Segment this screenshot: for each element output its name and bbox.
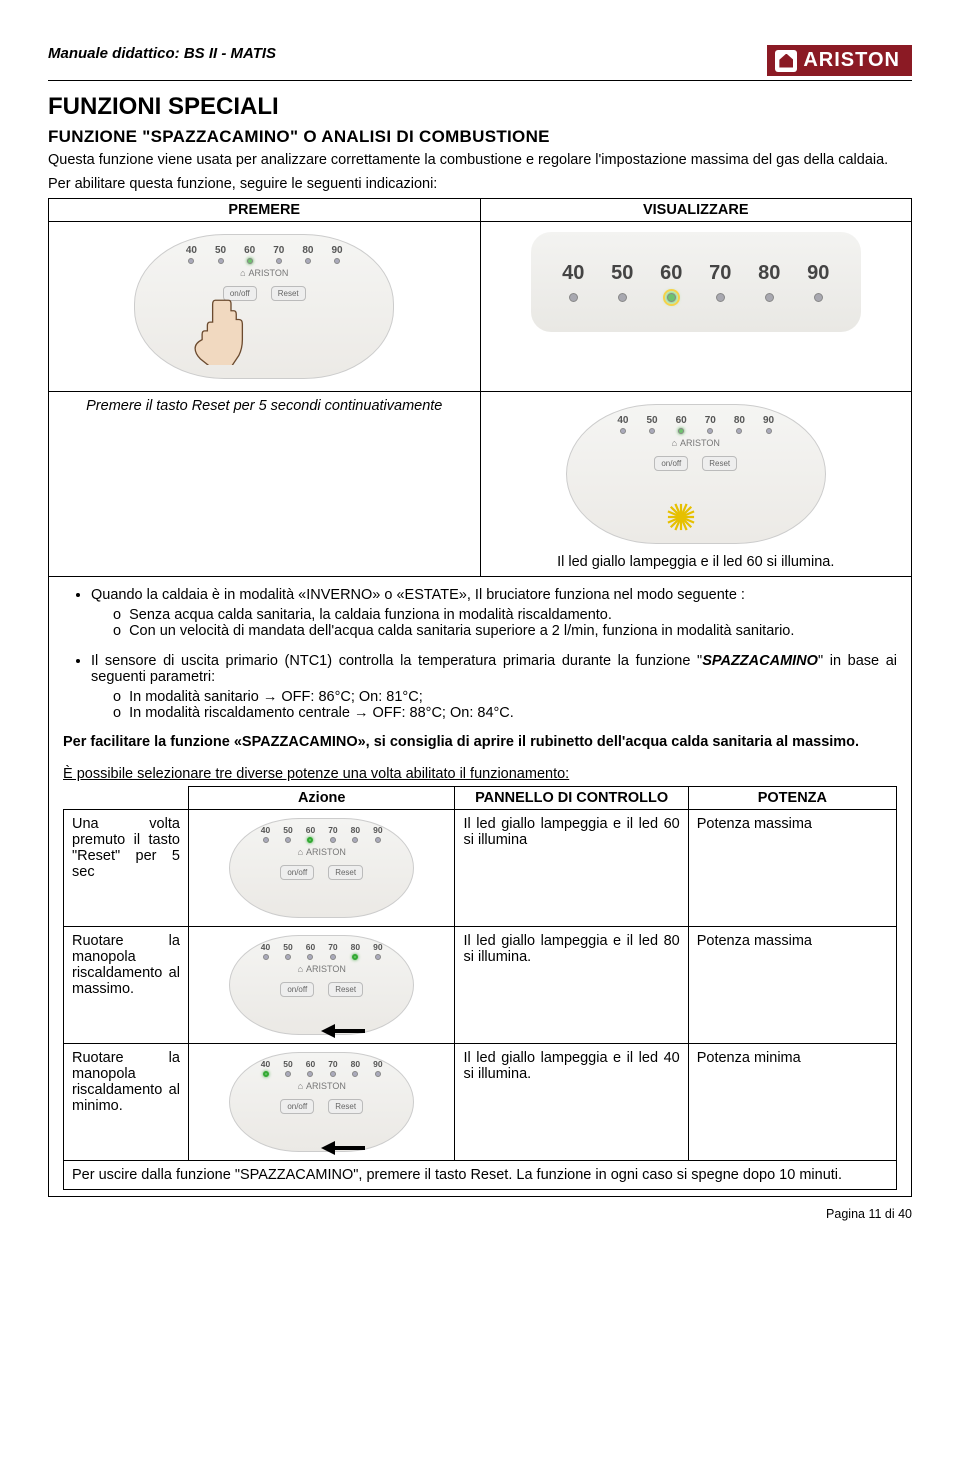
section-h2: FUNZIONE "SPAZZACAMINO" O ANALISI DI COM…	[48, 127, 912, 147]
house-icon	[775, 50, 797, 72]
t2-power: Potenza massima	[688, 927, 896, 1044]
t2-panel: 405060708090 ⌂ ARISTON on/offReset	[188, 927, 455, 1044]
sub-bullet-1b: Con un velocità di mandata dell'acqua ca…	[113, 623, 897, 639]
t1-r1c1: 40 50 60 70 80 90 ⌂ ARISTON on/off Reset	[49, 222, 481, 392]
t1-r2c1: Premere il tasto Reset per 5 secondi con…	[49, 392, 481, 577]
bullet-2: Il sensore di uscita primario (NTC1) con…	[91, 653, 897, 721]
control-panel-image-2: 40 50 60 70 80 90 ⌂ ARISTON on/offReset	[566, 404, 826, 544]
brand-text: ARISTON	[803, 49, 900, 72]
t1-r1c2: 40 50 60 70 80 90	[480, 222, 912, 392]
tri-1: In modalità sanitario → OFF: 86°C; On: 8…	[113, 689, 897, 705]
hand-icon	[187, 295, 247, 365]
doc-title: Manuale didattico: BS II - MATIS	[48, 45, 276, 62]
page-footer: Pagina 11 di 40	[48, 1207, 912, 1221]
t2-action: Ruotare la manopola riscaldamento al mas…	[64, 927, 189, 1044]
exit-text: Per uscire dalla funzione "SPAZZACAMINO"…	[64, 1161, 897, 1190]
t2-panel-text: Il led giallo lampeggia e il led 80 si i…	[455, 927, 688, 1044]
panel-brand: ⌂ ARISTON	[240, 268, 288, 278]
brand-badge: ARISTON	[767, 45, 912, 76]
led-big-panel: 40 50 60 70 80 90	[531, 232, 861, 332]
intro-text: Questa funzione viene usata per analizza…	[48, 151, 912, 171]
intro2-text: Per abilitare questa funzione, seguire l…	[48, 175, 912, 195]
select-text: È possibile selezionare tre diverse pote…	[63, 765, 897, 785]
t2-power: Potenza massima	[688, 810, 896, 927]
led-row: 40 50 60 70 80 90	[186, 245, 343, 264]
page-header: Manuale didattico: BS II - MATIS ARISTON	[48, 45, 912, 81]
table-potenza: Azione PANNELLO DI CONTROLLO POTENZA Una…	[63, 786, 897, 1190]
t1-r2c2: 40 50 60 70 80 90 ⌂ ARISTON on/offReset	[480, 392, 912, 577]
t1-h1: PREMERE	[49, 199, 481, 222]
section-h1: FUNZIONI SPECIALI	[48, 93, 912, 121]
facil-text: Per facilitare la funzione «SPAZZACAMINO…	[63, 733, 897, 753]
t2-panel: 405060708090 ⌂ ARISTON on/offReset	[188, 1044, 455, 1161]
sub-bullet-1a: Senza acqua calda sanitaria, la caldaia …	[113, 607, 897, 623]
table-premere: PREMERE VISUALIZZARE 40 50 60 70 80 90 ⌂…	[48, 198, 912, 1197]
t2-action: Ruotare la manopola riscaldamento al min…	[64, 1044, 189, 1161]
bullets-cell: Quando la caldaia è in modalità «INVERNO…	[49, 577, 912, 1197]
t2-action: Una volta premuto il tasto "Reset" per 5…	[64, 810, 189, 927]
t2-panel-text: Il led giallo lampeggia e il led 60 si i…	[455, 810, 688, 927]
t2-power: Potenza minima	[688, 1044, 896, 1161]
tri-2: In modalità riscaldamento centrale → OFF…	[113, 705, 897, 721]
starburst-icon	[667, 503, 695, 531]
bullet-1: Quando la caldaia è in modalità «INVERNO…	[91, 587, 897, 639]
control-panel-image: 40 50 60 70 80 90 ⌂ ARISTON on/off Reset	[134, 234, 394, 379]
t2-panel: 405060708090 ⌂ ARISTON on/offReset	[188, 810, 455, 927]
t2-panel-text: Il led giallo lampeggia e il led 40 si i…	[455, 1044, 688, 1161]
t1-h2: VISUALIZZARE	[480, 199, 912, 222]
